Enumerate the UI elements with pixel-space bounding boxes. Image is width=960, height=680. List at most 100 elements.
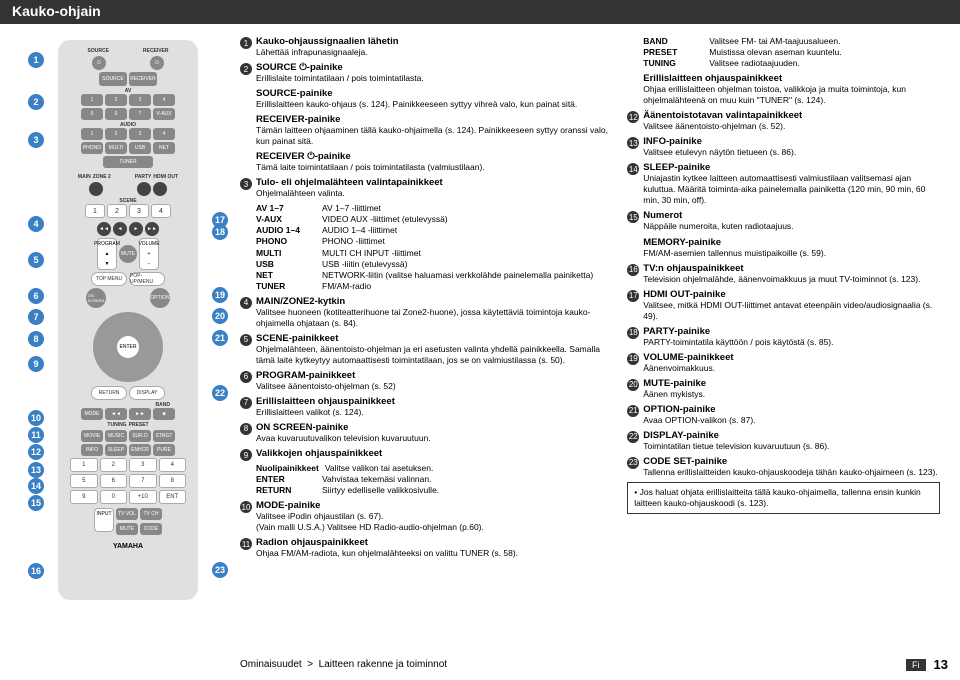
page-number: 13	[934, 657, 948, 672]
av-5[interactable]: 5	[81, 108, 103, 120]
tuner-button[interactable]: TUNER	[103, 156, 153, 168]
def-value: Valitse valikon tai asetuksen.	[325, 463, 434, 474]
movie-button[interactable]: MOVIE	[81, 430, 103, 442]
multi-button[interactable]: MULTI	[105, 142, 127, 154]
item-title: PROGRAM-painikkeet	[256, 370, 615, 381]
item-title: OPTION-painike	[643, 404, 940, 415]
item-title: DISPLAY-painike	[643, 430, 940, 441]
source-power-button[interactable]: ⏻	[92, 56, 106, 70]
av-6[interactable]: 6	[105, 108, 127, 120]
item-number: 20	[627, 379, 639, 391]
receiver-button[interactable]: RECEIVER	[129, 72, 157, 86]
audio-4[interactable]: 4	[153, 128, 175, 140]
hdmi-out-button[interactable]	[153, 182, 167, 196]
transport-fwd[interactable]: ►	[129, 222, 143, 236]
language-badge: Fi	[906, 659, 926, 671]
enter-button[interactable]: ENTER	[117, 336, 139, 358]
callout-4: 4	[28, 216, 44, 232]
numpad: 1234 5678 90+10ENT	[66, 458, 190, 504]
straight-button[interactable]: STRGT	[153, 430, 175, 442]
receiver-power-button[interactable]: ⏻	[150, 56, 164, 70]
item-number: 14	[627, 163, 639, 175]
scene-4[interactable]: 4	[151, 204, 171, 218]
phono-button[interactable]: PHONO	[81, 142, 103, 154]
section-title: RECEIVER ⏻-painike	[256, 151, 615, 162]
callout-11: 11	[28, 427, 44, 443]
av-7[interactable]: 7	[129, 108, 151, 120]
return-button[interactable]: RETURN	[91, 386, 127, 400]
tv-vol-button[interactable]: TV VOL	[116, 508, 138, 520]
vaux-button[interactable]: V-AUX	[153, 108, 175, 120]
tv-ch-button[interactable]: TV CH	[140, 508, 162, 520]
item-desc: Erillislaite toimintatilaan / pois toimi…	[256, 73, 615, 84]
main-zone-switch[interactable]	[89, 182, 103, 196]
key-0[interactable]: 0	[100, 490, 128, 504]
sur-decode-button[interactable]: SUR.D	[129, 430, 151, 442]
item-number: 4	[240, 297, 252, 309]
music-button[interactable]: MUSIC	[105, 430, 127, 442]
program-rocker[interactable]: PROGRAM▲▼	[97, 238, 117, 270]
transport-next[interactable]: ►►	[145, 222, 159, 236]
item-desc: Ohjelmalähteen, äänentoisto-ohjelman ja …	[256, 344, 615, 366]
pure-direct-button[interactable]: PURE	[153, 444, 175, 456]
item-number: 11	[240, 538, 252, 550]
scene-2[interactable]: 2	[107, 204, 127, 218]
net-button[interactable]: NET	[153, 142, 175, 154]
enhancer-button[interactable]: ENHCR	[129, 444, 151, 456]
item-number: 9	[240, 449, 252, 461]
scene-3[interactable]: 3	[129, 204, 149, 218]
code-set-button[interactable]: CODE	[140, 523, 162, 535]
mode-button[interactable]: MODE	[81, 408, 103, 420]
display-button[interactable]: DISPLAY	[129, 386, 165, 400]
volume-rocker[interactable]: VOLUME+−	[139, 238, 159, 270]
transport-prev[interactable]: ◄◄	[97, 222, 111, 236]
key-5[interactable]: 5	[70, 474, 98, 488]
remote-diagram: 1 2 3 4 5 6 7 8 9 10 11 12 13 14 15 16 1…	[58, 40, 198, 600]
transport-rew[interactable]: ◄	[113, 222, 127, 236]
top-menu-button[interactable]: TOP MENU	[91, 272, 127, 286]
yamaha-logo: YAMAHA	[66, 543, 190, 550]
transport-rew2[interactable]: ◄◄	[105, 408, 127, 420]
item-desc: Tallenna erillislaitteiden kauko-ohjausk…	[643, 467, 940, 478]
input-rocker[interactable]: INPUT	[94, 508, 114, 532]
info-button[interactable]: INFO	[81, 444, 103, 456]
key-4[interactable]: 4	[159, 458, 187, 472]
callout-22: 22	[212, 385, 228, 401]
key-6[interactable]: 6	[100, 474, 128, 488]
transport-fwd2[interactable]: ►►	[129, 408, 151, 420]
def-value: Vahvistaa tekemäsi valinnan.	[322, 474, 431, 485]
item-desc: Valitsee huoneen (kotiteatterihuone tai …	[256, 307, 615, 329]
tv-mute-button[interactable]: MUTE	[116, 523, 138, 535]
dpad[interactable]: ENTER	[93, 312, 163, 382]
key-7[interactable]: 7	[129, 474, 157, 488]
option-button[interactable]: OPTION	[150, 288, 170, 308]
on-screen-button[interactable]: ONSCREEN	[86, 288, 106, 308]
key-2[interactable]: 2	[100, 458, 128, 472]
audio-3[interactable]: 3	[129, 128, 151, 140]
band-button[interactable]: ■	[153, 408, 175, 420]
av-3[interactable]: 3	[129, 94, 151, 106]
av-2[interactable]: 2	[105, 94, 127, 106]
item-title: Kauko-ohjaussignaalien lähetin	[256, 36, 615, 47]
av-4[interactable]: 4	[153, 94, 175, 106]
mute-button[interactable]: MUTE	[119, 245, 137, 263]
scene-1[interactable]: 1	[85, 204, 105, 218]
section-desc: Ohjaa erillislaitteen ohjelman toistoa, …	[643, 84, 940, 106]
key-8[interactable]: 8	[159, 474, 187, 488]
source-button[interactable]: SOURCE	[99, 72, 127, 86]
sleep-button[interactable]: SLEEP	[105, 444, 127, 456]
key-1[interactable]: 1	[70, 458, 98, 472]
key-plus10[interactable]: +10	[129, 490, 157, 504]
audio-2[interactable]: 2	[105, 128, 127, 140]
item-number: 21	[627, 405, 639, 417]
key-ent[interactable]: ENT	[159, 490, 187, 504]
def-key: RETURN	[256, 485, 316, 496]
party-button[interactable]	[137, 182, 151, 196]
popup-menu-button[interactable]: POP-UP/MENU	[129, 272, 165, 286]
key-9[interactable]: 9	[70, 490, 98, 504]
av-1[interactable]: 1	[81, 94, 103, 106]
usb-button[interactable]: USB	[129, 142, 151, 154]
audio-1[interactable]: 1	[81, 128, 103, 140]
key-3[interactable]: 3	[129, 458, 157, 472]
item-title: Numerot	[643, 210, 940, 221]
